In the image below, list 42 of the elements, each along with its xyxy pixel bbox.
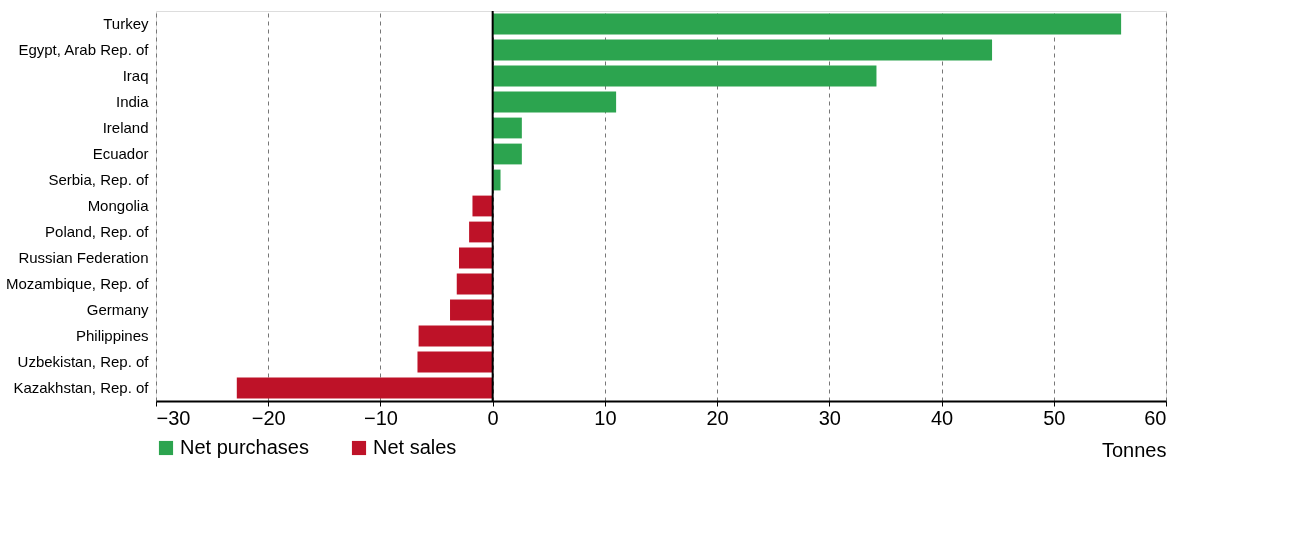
x-tick-label: 10	[594, 406, 617, 429]
bar	[492, 91, 617, 113]
bar	[492, 143, 522, 165]
y-tick-label: Uzbekistan, Rep. of	[17, 353, 150, 370]
bar	[492, 117, 522, 139]
y-tick-label: Ecuador	[92, 145, 149, 162]
x-tick-label: 40	[930, 406, 954, 429]
bar	[469, 221, 493, 243]
y-tick-label: Egypt, Arab Rep. of	[18, 41, 150, 58]
bar	[450, 299, 493, 321]
x-tick-label: 50	[1043, 406, 1066, 429]
x-tick-label: −10	[363, 406, 398, 429]
y-tick-label: Turkey	[103, 15, 149, 32]
x-tick-label: −20	[251, 406, 286, 429]
y-tick-label: Germany	[86, 301, 149, 318]
y-tick-label: Kazakhstan, Rep. of	[13, 379, 150, 396]
y-tick-label: Mongolia	[87, 197, 150, 214]
x-tick-label: 60	[1144, 406, 1167, 429]
y-tick-label: Iraq	[122, 67, 149, 84]
bar	[459, 247, 493, 269]
bar	[492, 65, 877, 87]
bar	[472, 195, 493, 217]
bar	[236, 377, 493, 399]
bar	[492, 39, 993, 61]
bar	[418, 325, 493, 347]
x-tick-label: −30	[156, 406, 191, 429]
y-tick-label: Russian Federation	[18, 249, 149, 266]
x-tick-label: 20	[706, 406, 729, 429]
y-tick-label: Poland, Rep. of	[45, 223, 150, 240]
bar	[417, 351, 493, 373]
x-tick-label: 0	[487, 406, 499, 429]
x-tick-label: 30	[818, 406, 841, 429]
y-tick-label: Ireland	[102, 119, 149, 136]
y-tick-label: Philippines	[75, 327, 149, 344]
x-axis-title: Tonnes	[1102, 438, 1167, 461]
bar	[456, 273, 493, 295]
legend-label: Net purchases	[180, 436, 309, 458]
y-tick-label: Serbia, Rep. of	[48, 171, 150, 188]
legend-label: Net sales	[373, 436, 457, 458]
bar	[492, 13, 1122, 35]
y-tick-label: Mozambique, Rep. of	[5, 275, 150, 292]
y-tick-label: India	[115, 93, 150, 110]
